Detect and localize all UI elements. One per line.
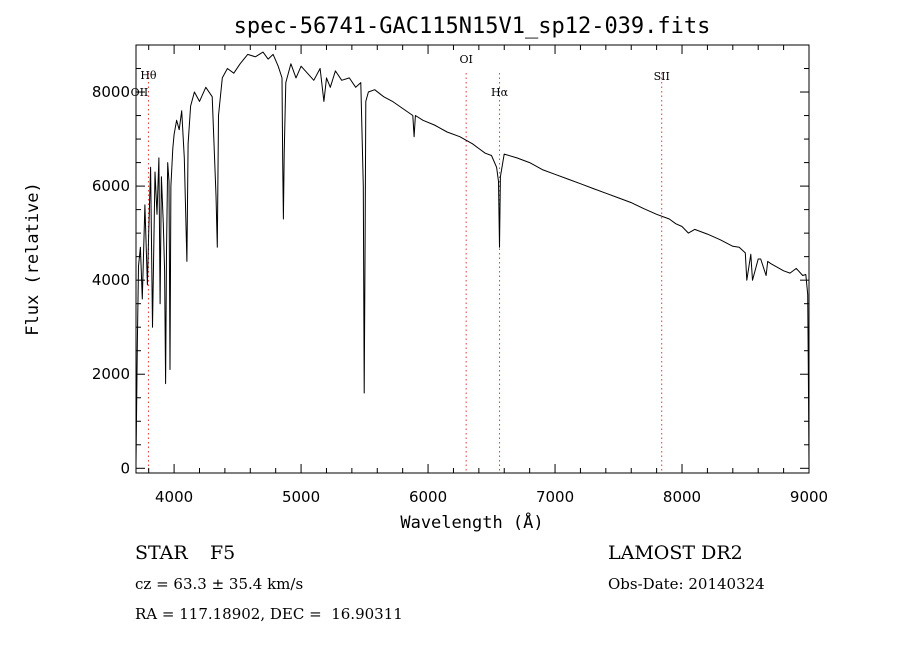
x-tick-label: 6000 [409,488,447,506]
object-subclass: F5 [210,542,236,564]
coordinates-text: RA = 117.18902, DEC = 16.90311 [135,605,403,623]
x-tick-label: 5000 [282,488,320,506]
y-tick-label: 4000 [92,271,130,289]
spectrum-line [135,51,810,469]
spectral-line-label: Hα [491,86,509,99]
x-tick-label: 7000 [536,488,574,506]
x-tick-label: 4000 [155,488,193,506]
y-tick-label: 0 [120,459,130,477]
x-tick-label: 8000 [663,488,701,506]
y-axis-label: Flux (relative) [23,182,43,336]
spectral-line-label: OI [459,53,472,66]
survey-name: LAMOST DR2 [608,542,743,564]
x-axis-label: Wavelength (Å) [400,511,543,533]
y-tick-label: 2000 [92,365,130,383]
plot-frame [135,44,810,474]
spectral-line-label: Hθ [140,69,157,82]
obs-date: Obs-Date: 20140324 [608,575,765,593]
redshift-text: cz = 63.3 ± 35.4 km/s [135,575,304,593]
chart-title: spec-56741-GAC115N15V1_sp12-039.fits [234,14,711,39]
y-tick-label: 8000 [92,83,130,101]
y-tick-label: 6000 [92,177,130,195]
spectral-line-label: SII [654,70,670,83]
object-class: STAR [135,542,188,564]
x-tick-label: 9000 [790,488,828,506]
